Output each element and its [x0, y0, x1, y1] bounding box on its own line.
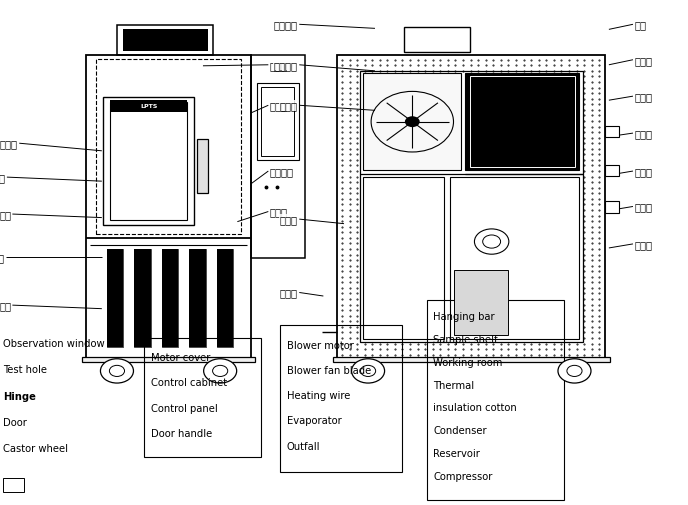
Text: 蒸发器: 蒸发器: [280, 215, 298, 225]
Text: 鼓风风叶: 鼓风风叶: [274, 61, 298, 71]
Text: Test hole: Test hole: [3, 365, 47, 375]
Bar: [470, 77, 575, 168]
Text: Door: Door: [3, 417, 28, 427]
Text: 脚轮: 脚轮: [0, 300, 11, 311]
Bar: [197, 140, 208, 193]
Bar: [427, 300, 564, 500]
Bar: [122, 30, 208, 52]
Bar: [162, 250, 178, 347]
Text: 控制面板: 控制面板: [270, 167, 294, 177]
Text: 冷凝器: 冷凝器: [634, 167, 652, 177]
Text: 工作室: 工作室: [634, 92, 652, 102]
Text: Blower fan blade: Blower fan blade: [287, 365, 371, 375]
Bar: [451, 177, 579, 339]
Bar: [251, 56, 305, 259]
Text: 测试孔: 测试孔: [0, 173, 6, 183]
Bar: [405, 28, 469, 53]
Text: Compressor: Compressor: [433, 471, 493, 481]
Text: 门把手: 门把手: [270, 207, 288, 217]
Bar: [110, 100, 187, 113]
Circle shape: [361, 366, 376, 377]
Bar: [466, 74, 579, 171]
Bar: [189, 250, 206, 347]
Circle shape: [204, 359, 237, 383]
Text: Door handle: Door handle: [151, 428, 213, 438]
Bar: [217, 250, 233, 347]
Bar: [280, 326, 402, 472]
Bar: [110, 103, 187, 220]
Text: 压缩机: 压缩机: [634, 239, 652, 249]
Bar: [360, 72, 583, 342]
Text: Outfall: Outfall: [287, 441, 321, 451]
Text: 电机罩: 电机罩: [270, 61, 288, 71]
Text: insulation cotton: insulation cotton: [433, 402, 517, 413]
Text: Sample shelf: Sample shelf: [433, 334, 498, 344]
Text: 贮液器: 贮液器: [634, 202, 652, 212]
Text: Castor wheel: Castor wheel: [3, 443, 68, 453]
Bar: [134, 250, 151, 347]
Text: Control panel: Control panel: [151, 403, 218, 413]
Bar: [217, 250, 233, 347]
Circle shape: [352, 359, 385, 383]
Text: Hinge: Hinge: [3, 391, 36, 401]
Bar: [333, 358, 610, 363]
Text: 试品架: 试品架: [634, 56, 652, 66]
Circle shape: [100, 359, 133, 383]
Bar: [189, 250, 206, 347]
Bar: [605, 166, 619, 177]
Text: Blower motor: Blower motor: [287, 340, 354, 350]
Circle shape: [405, 117, 420, 128]
Text: 排水口: 排水口: [280, 288, 298, 298]
Bar: [86, 56, 251, 359]
Text: Evaporator: Evaporator: [287, 416, 342, 426]
Bar: [82, 358, 255, 363]
Bar: [454, 271, 508, 335]
Bar: [261, 88, 294, 157]
Bar: [337, 56, 605, 359]
Circle shape: [567, 366, 582, 377]
Text: 挂条: 挂条: [634, 20, 646, 30]
Text: Hanging bar: Hanging bar: [433, 312, 495, 322]
Text: Condenser: Condenser: [433, 425, 487, 435]
Text: Working room: Working room: [433, 357, 503, 367]
Bar: [363, 74, 462, 171]
Text: Thermal: Thermal: [433, 380, 475, 390]
Text: 鼓风电机: 鼓风电机: [274, 20, 298, 30]
Text: 大门: 大门: [0, 252, 4, 263]
Bar: [134, 250, 151, 347]
Circle shape: [109, 366, 125, 377]
Bar: [257, 84, 299, 161]
Bar: [162, 250, 178, 347]
Bar: [3, 478, 24, 492]
Bar: [605, 126, 619, 137]
Text: LPTS: LPTS: [140, 104, 158, 109]
Text: Control cabinet: Control cabinet: [151, 378, 228, 388]
Bar: [363, 177, 444, 339]
Text: 观察窗: 观察窗: [0, 139, 18, 149]
Text: 加热丝: 加热丝: [280, 101, 298, 111]
Text: 铰链: 铰链: [0, 210, 11, 220]
Bar: [107, 250, 123, 347]
Text: 保温棉: 保温棉: [634, 129, 652, 139]
Bar: [103, 98, 194, 225]
Text: Reservoir: Reservoir: [433, 448, 480, 458]
Text: 控制柜: 控制柜: [270, 101, 288, 111]
Text: Heating wire: Heating wire: [287, 390, 350, 400]
Bar: [605, 202, 619, 213]
Text: Observation window: Observation window: [3, 338, 105, 348]
Bar: [144, 338, 261, 457]
Circle shape: [558, 359, 591, 383]
Bar: [107, 250, 123, 347]
Circle shape: [213, 366, 228, 377]
Bar: [96, 60, 241, 234]
Bar: [117, 26, 213, 56]
Text: Motor cover: Motor cover: [151, 352, 211, 363]
